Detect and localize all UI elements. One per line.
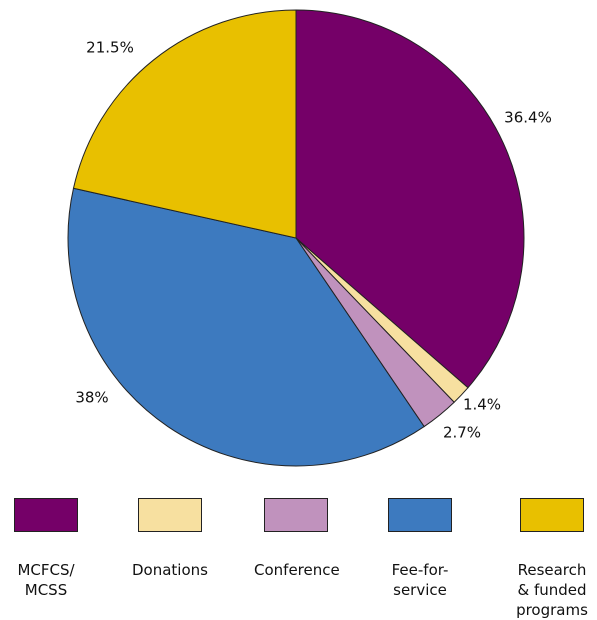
legend-label: MCFCS/ MCSS (17, 561, 75, 599)
pie-slice (72, 9, 297, 239)
legend-item: Conference (246, 498, 346, 580)
data-label: 21.5% (86, 39, 134, 57)
data-label: 38% (75, 389, 108, 407)
data-label: 36.4% (504, 109, 552, 127)
legend-item: Research & funded programs (502, 498, 597, 620)
legend-item: Donations (120, 498, 220, 580)
legend-item: MCFCS/ MCSS (0, 498, 96, 600)
legend-swatch (264, 498, 328, 532)
pie-slice (295, 9, 525, 389)
legend-item: Fee-for- service (370, 498, 470, 600)
legend-label: Fee-for- service (391, 561, 449, 599)
legend-swatch (14, 498, 78, 532)
pie-area: 36.4% 1.4% 2.7% 38% 21.5% (67, 9, 552, 467)
legend-label: Research & funded programs (516, 561, 588, 619)
legend-label: Conference (254, 561, 340, 579)
legend-swatch (520, 498, 584, 532)
data-label: 1.4% (463, 396, 501, 414)
legend-swatch (388, 498, 452, 532)
legend-label: Donations (132, 561, 208, 579)
legend-swatch (138, 498, 202, 532)
data-label: 2.7% (443, 424, 481, 442)
pie-slice (67, 187, 425, 467)
